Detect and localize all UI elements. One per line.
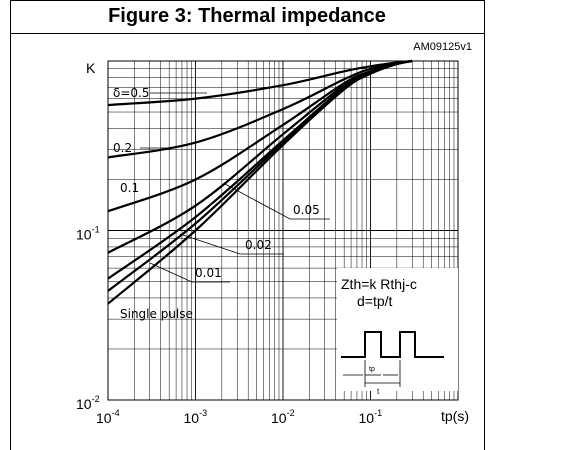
figure-title: Figure 3: Thermal impedance [108,5,386,27]
series-label-1: 0.2 [113,141,132,155]
x-tick-base: 10 [96,410,112,426]
pulse-t-label: t [377,387,380,396]
series-label-0: δ=0.5 [113,86,149,100]
formula-duty: d=tp/t [357,293,393,309]
leader-5 [149,262,230,283]
x-tick-label-3: 10-1 [359,408,383,426]
series-label-6: Single pulse [120,307,193,321]
formula-zth: Zth=k Rthj-c [341,276,417,292]
tick-labels: 10-4 10-3 10-2 10-110-110-2 [76,225,382,427]
formula-inset: Zth=k Rthj-c d=tp/t tp t [337,268,458,396]
svg-text:tp(s): tp(s) [441,408,469,424]
pulse-waveform [341,331,444,358]
y-axis-label: K [86,60,96,76]
label-leaders [140,92,330,283]
x-tick-label-0: 10-4 [96,408,120,426]
series-label-2: 0.1 [120,181,139,195]
x-tick-label-2: 10-2 [271,408,295,426]
series-label-5: 0.01 [195,266,222,280]
leader-3 [224,183,330,220]
x-tick-label-1: 10-3 [184,408,208,426]
x-axis-title: tp(s) [441,408,469,424]
series-label-3: 0.05 [293,203,320,217]
figure-code: AM09125v1 [413,41,472,53]
y-tick-exp: -1 [92,225,100,235]
series-line-6 [107,59,413,305]
y-tick-label-1: 10-2 [76,394,100,412]
figure-left-border [10,0,11,450]
grid [107,60,459,401]
x-tick-base: 10 [184,410,200,426]
y-tick-exp: -2 [92,394,100,404]
x-tick-base: 10 [359,410,375,426]
x-tick-exp: -1 [374,408,382,418]
series-label-4: 0.02 [245,238,272,252]
pulse-tp-label: tp [369,366,375,373]
x-tick-base: 10 [271,410,287,426]
x-tick-exp: -2 [287,408,295,418]
x-axis-label: tp(s) [441,408,469,424]
title-rule [10,33,484,34]
leader-4 [179,233,284,255]
inset-box [337,268,458,391]
x-tick-exp: -3 [199,408,207,418]
y-tick-label-0: 10-1 [76,225,100,243]
x-tick-exp: -4 [112,408,120,418]
series-labels: δ=0.5 0.2 0.1 0.05 0.02 0.01 Single pulse [113,86,320,321]
figure-top-border [10,0,484,1]
series-group [107,59,413,305]
y-tick-base: 10 [76,396,92,412]
figure-right-border [484,0,485,450]
y-tick-base: 10 [76,227,92,243]
